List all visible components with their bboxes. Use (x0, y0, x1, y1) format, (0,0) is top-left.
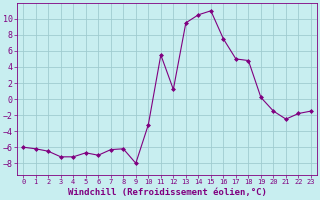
X-axis label: Windchill (Refroidissement éolien,°C): Windchill (Refroidissement éolien,°C) (68, 188, 267, 197)
